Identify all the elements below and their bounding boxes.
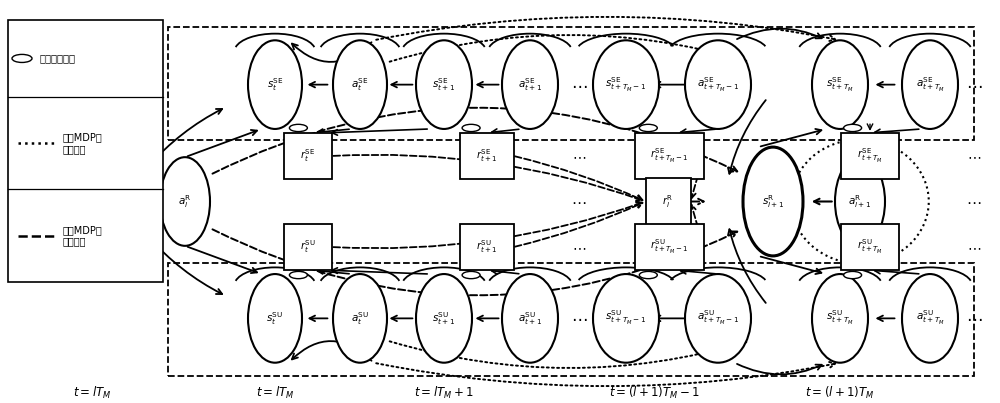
Text: $t = lT_M$: $t = lT_M$: [256, 385, 294, 401]
Text: 随机任务到达: 随机任务到达: [40, 54, 76, 63]
Text: $s_{t+1}^{\rm SU}$: $s_{t+1}^{\rm SU}$: [432, 310, 456, 327]
FancyBboxPatch shape: [8, 20, 163, 282]
Ellipse shape: [160, 157, 210, 246]
Text: $a_{t+T_M-1}^{\rm SU}$: $a_{t+T_M-1}^{\rm SU}$: [697, 310, 739, 327]
Text: $\cdots$: $\cdots$: [966, 194, 982, 209]
Text: $t = lT_M$: $t = lT_M$: [73, 385, 111, 401]
Ellipse shape: [502, 40, 558, 129]
Text: $s_{t+T_M-1}^{\rm SE}$: $s_{t+T_M-1}^{\rm SE}$: [605, 76, 647, 93]
Text: $s_{t+T_M}^{\rm SU}$: $s_{t+T_M}^{\rm SU}$: [826, 310, 854, 327]
Text: $\cdots$: $\cdots$: [571, 194, 587, 209]
Ellipse shape: [812, 40, 868, 129]
Ellipse shape: [685, 40, 751, 129]
Text: $t = lT_M + 1$: $t = lT_M + 1$: [414, 385, 474, 401]
Circle shape: [462, 124, 480, 131]
Text: $a_{t+1}^{\rm SU}$: $a_{t+1}^{\rm SU}$: [518, 310, 542, 327]
Ellipse shape: [333, 274, 387, 363]
Text: 上层MDP的
随机因素: 上层MDP的 随机因素: [63, 225, 103, 247]
Text: $s_{t+T_M}^{\rm SE}$: $s_{t+T_M}^{\rm SE}$: [826, 76, 854, 93]
Text: $\cdots$: $\cdots$: [572, 149, 586, 163]
Circle shape: [289, 124, 307, 131]
Ellipse shape: [902, 40, 958, 129]
Text: $s_l^{\rm R}$: $s_l^{\rm R}$: [86, 193, 98, 210]
FancyBboxPatch shape: [460, 224, 514, 270]
FancyBboxPatch shape: [646, 178, 691, 224]
Text: $r_{t+T_M}^{\rm SE}$: $r_{t+T_M}^{\rm SE}$: [857, 147, 883, 165]
Circle shape: [639, 272, 657, 279]
Text: $\cdots$: $\cdots$: [966, 76, 982, 93]
Ellipse shape: [685, 274, 751, 363]
Ellipse shape: [248, 274, 302, 363]
FancyBboxPatch shape: [841, 224, 899, 270]
Ellipse shape: [416, 274, 472, 363]
Circle shape: [844, 124, 862, 131]
Text: $a_l^{\rm R}$: $a_l^{\rm R}$: [178, 193, 192, 210]
Text: $\cdots$: $\cdots$: [571, 76, 587, 93]
Text: $a_{t+1}^{\rm SE}$: $a_{t+1}^{\rm SE}$: [518, 76, 542, 93]
Ellipse shape: [902, 274, 958, 363]
Ellipse shape: [743, 147, 803, 256]
Text: $s_{t+1}^{\rm SE}$: $s_{t+1}^{\rm SE}$: [432, 76, 456, 93]
Text: $\cdots$: $\cdots$: [572, 240, 586, 254]
Text: $r_{t+T_M-1}^{\rm SU}$: $r_{t+T_M-1}^{\rm SU}$: [650, 238, 688, 256]
Text: $a_{l+1}^{\rm R}$: $a_{l+1}^{\rm R}$: [848, 193, 872, 210]
Ellipse shape: [835, 157, 885, 246]
FancyBboxPatch shape: [635, 133, 704, 179]
Text: $r_t^{\rm SU}$: $r_t^{\rm SU}$: [300, 239, 316, 256]
Text: $a_{t+T_M-1}^{\rm SE}$: $a_{t+T_M-1}^{\rm SE}$: [697, 76, 739, 93]
Text: $s_{l+1}^{\rm R}$: $s_{l+1}^{\rm R}$: [762, 193, 784, 210]
Text: $r_{t+T_M}^{\rm SU}$: $r_{t+T_M}^{\rm SU}$: [857, 238, 883, 256]
Circle shape: [844, 272, 862, 279]
Ellipse shape: [502, 274, 558, 363]
Text: $a_t^{\rm SE}$: $a_t^{\rm SE}$: [351, 76, 369, 93]
Text: $a_{t+T_M}^{\rm SE}$: $a_{t+T_M}^{\rm SE}$: [916, 76, 944, 93]
Ellipse shape: [416, 40, 472, 129]
Circle shape: [639, 124, 657, 131]
Text: $r_t^{\rm SE}$: $r_t^{\rm SE}$: [300, 147, 316, 164]
Ellipse shape: [333, 40, 387, 129]
Text: $\cdots$: $\cdots$: [967, 149, 981, 163]
Circle shape: [462, 272, 480, 279]
Text: $t = (l+1)T_M - 1$: $t = (l+1)T_M - 1$: [609, 385, 699, 401]
Ellipse shape: [812, 274, 868, 363]
Text: $a_t^{\rm SU}$: $a_t^{\rm SU}$: [351, 310, 369, 327]
FancyBboxPatch shape: [284, 224, 332, 270]
Ellipse shape: [593, 40, 659, 129]
Text: $a_{t+T_M}^{\rm SU}$: $a_{t+T_M}^{\rm SU}$: [916, 310, 944, 327]
Text: 下层MDP的
随机因素: 下层MDP的 随机因素: [63, 132, 103, 154]
Text: $\cdots$: $\cdots$: [966, 310, 982, 327]
Text: $r_{t+1}^{\rm SE}$: $r_{t+1}^{\rm SE}$: [476, 147, 498, 164]
Text: $r_{t+1}^{\rm SU}$: $r_{t+1}^{\rm SU}$: [476, 239, 498, 256]
Text: $r_l^{\rm R}$: $r_l^{\rm R}$: [662, 193, 674, 210]
FancyBboxPatch shape: [460, 133, 514, 179]
Text: $s_t^{\rm SU}$: $s_t^{\rm SU}$: [266, 310, 284, 327]
Text: $s_{t+T_M-1}^{\rm SU}$: $s_{t+T_M-1}^{\rm SU}$: [605, 310, 647, 327]
FancyBboxPatch shape: [635, 224, 704, 270]
Text: $\cdots$: $\cdots$: [967, 240, 981, 254]
FancyBboxPatch shape: [841, 133, 899, 179]
Text: $\cdots$: $\cdots$: [571, 310, 587, 327]
Text: $r_{t+T_M-1}^{\rm SE}$: $r_{t+T_M-1}^{\rm SE}$: [650, 147, 688, 165]
Ellipse shape: [62, 147, 122, 256]
FancyBboxPatch shape: [284, 133, 332, 179]
Ellipse shape: [248, 40, 302, 129]
Circle shape: [12, 54, 32, 62]
Ellipse shape: [593, 274, 659, 363]
Text: $s_t^{\rm SE}$: $s_t^{\rm SE}$: [267, 76, 283, 93]
Circle shape: [289, 272, 307, 279]
Text: $t = (l+1)T_M$: $t = (l+1)T_M$: [805, 385, 875, 401]
